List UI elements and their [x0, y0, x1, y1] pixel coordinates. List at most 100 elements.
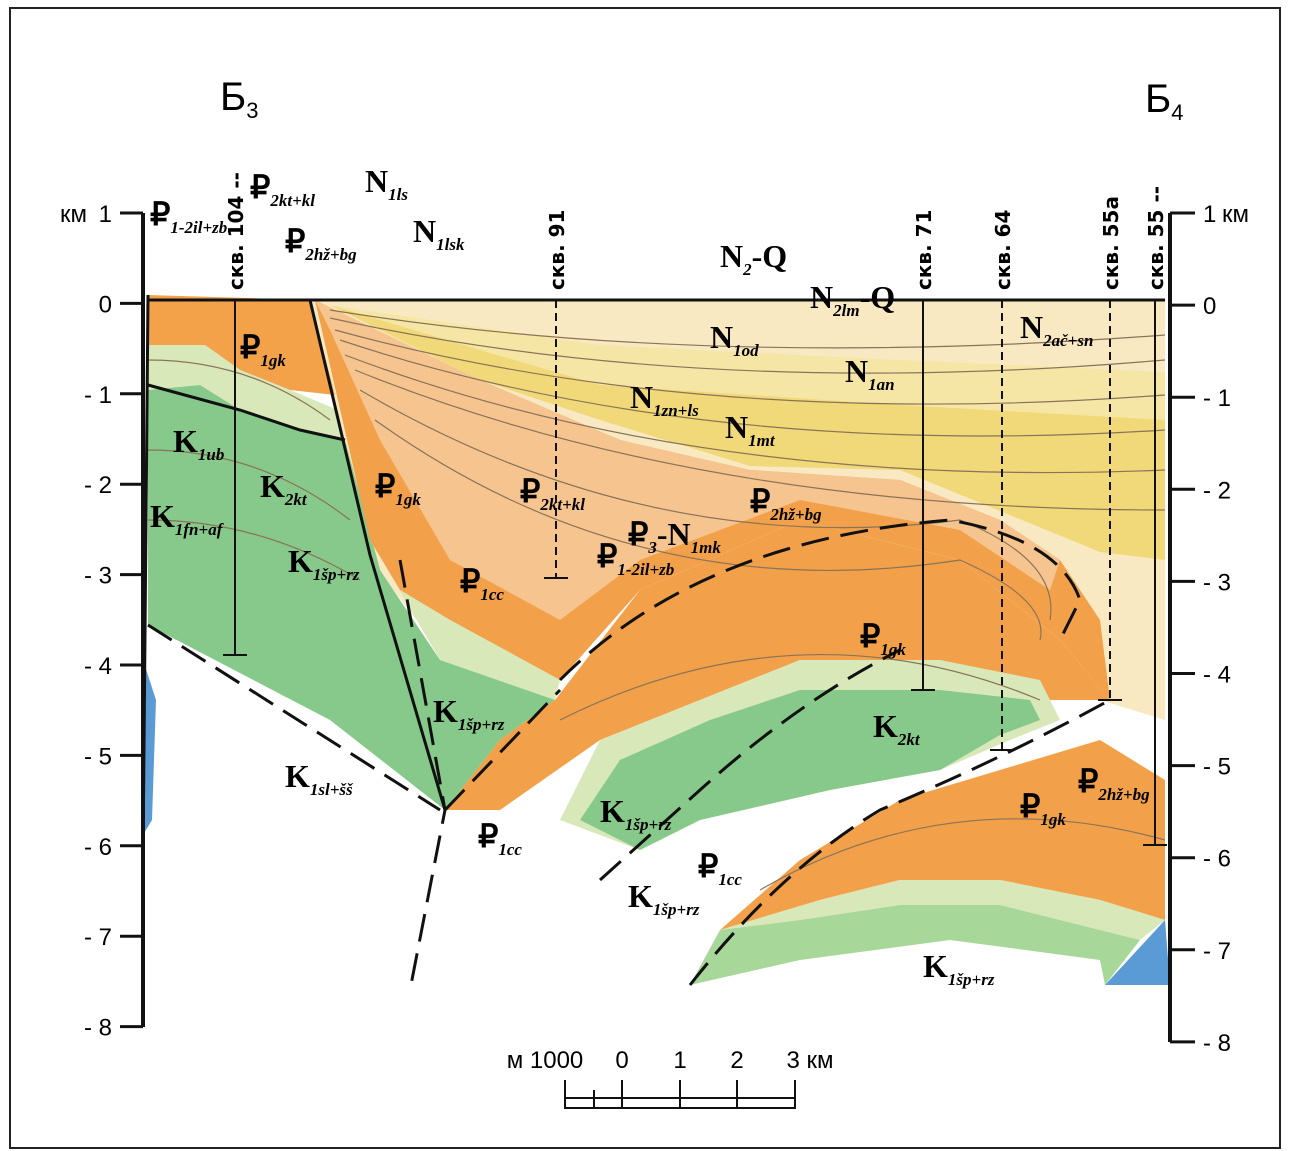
formation-symbol: ₽ [460, 563, 480, 599]
formation-index: 2kt+kl [269, 191, 315, 210]
formation-label: ₽2hž+bg [750, 483, 822, 524]
formation-label: ₽2kt+kl [520, 473, 585, 514]
formation-symbol: ₽ [478, 818, 498, 854]
formation-symbol: K [628, 878, 653, 914]
formation-label: N1an [845, 353, 895, 394]
formation-index: 1an [868, 375, 894, 394]
formation-index: 2kt [897, 730, 921, 749]
formation-index: 2lm [832, 301, 859, 320]
scale-label: 3 км [786, 1047, 833, 1074]
tick-label: 1 [99, 201, 112, 228]
well-label: скв. 64 [991, 210, 1015, 290]
section-ends: Б3 Б4 [220, 75, 1184, 125]
formation-index: 1cc [718, 870, 742, 889]
formation-label: K2kt [260, 468, 308, 509]
formation-index: 2hž+bg [304, 245, 357, 264]
formation-symbol: N [365, 163, 388, 199]
formation-symbol: ₽ [285, 223, 305, 259]
formation-symbol: ₽ [150, 196, 170, 232]
formation-label: ₽1gk [860, 618, 906, 659]
formation-symbol: ₽ [698, 848, 718, 884]
tick-label: - 2 [1203, 477, 1231, 504]
formation-symbol: N [725, 409, 748, 445]
formation-label: K1šp+rz [600, 793, 672, 834]
formation-symbol: N [1020, 309, 1043, 345]
formation-symbol: ₽ [1078, 763, 1098, 799]
formation-label: ₽1-2il+zb [597, 538, 674, 579]
formation-index: 1-2il+zb [170, 218, 227, 237]
formation-symbol: K [285, 758, 310, 794]
formation-index: 1cc [480, 585, 504, 604]
tick-label: - 2 [84, 472, 112, 499]
formation-symbol: N [710, 319, 733, 355]
formation-label: ₽1gk [1020, 788, 1066, 829]
formation-label: N1lsk [413, 213, 465, 254]
formation-symbol: K [173, 423, 198, 459]
tick-label: - 6 [1203, 846, 1231, 873]
tick-label: - 5 [84, 743, 112, 770]
formation-index: 1gk [395, 490, 421, 509]
formation-index: 1šp+rz [313, 565, 360, 584]
formation-label: K2kt [873, 708, 921, 749]
formation-label: K1šp+rz [433, 693, 505, 734]
formation-index: 2kt+kl [539, 495, 585, 514]
tick-label: 1 [1203, 201, 1216, 228]
section-index: 3 [246, 98, 258, 123]
wells: скв. 104 -- скв. 91 скв. 71 скв. 64 скв. 55а… [223, 172, 1168, 846]
formation-label: ₽1cc [698, 848, 742, 889]
contours [147, 309, 1166, 891]
formation-symbol: ₽ [240, 329, 260, 365]
formation-index: 1sl+šš [310, 780, 354, 799]
formation-index: 2ač+sn [1042, 331, 1093, 350]
formation-symbol: ₽ [750, 483, 770, 519]
formation-symbol: K [923, 948, 948, 984]
tick-label: - 1 [84, 382, 112, 409]
well-label: скв. 91 [545, 210, 569, 290]
formation-label: N2-Q [720, 238, 787, 279]
tick-label: - 7 [1203, 938, 1231, 965]
axis-unit: км [1222, 201, 1249, 228]
formation-index: 1mt [748, 431, 776, 450]
formation-index: 1gk [260, 351, 286, 370]
formation-label: ₽2hž+bg [285, 223, 357, 264]
well-label: скв. 104 -- [224, 172, 248, 290]
section-start: Б3 [220, 75, 259, 123]
formation-label: ₽2hž+bg [1078, 763, 1150, 804]
formation-label: ₽1gk [375, 468, 421, 509]
formation-symbol: N [845, 353, 868, 389]
formation-symbol: ₽ [375, 468, 395, 504]
formation-symbol: K [433, 693, 458, 729]
formation-index: 1od [733, 341, 759, 360]
formation-index: 2hž+bg [769, 505, 822, 524]
formation-symbol: ₽ [250, 169, 270, 205]
formation-symbol: N [720, 238, 743, 274]
formation-index: 1cc [498, 840, 522, 859]
formation-label: N2lm-Q [810, 279, 895, 320]
section-end: Б4 [1145, 77, 1184, 125]
formation-index: 1šp+rz [625, 815, 672, 834]
formation-index: 2hž+bg [1097, 785, 1150, 804]
formation-symbol: ₽ [1020, 788, 1040, 824]
axes: 10- 1- 2- 3- 4- 5- 6- 7- 8км 10- 1- 2- 3-… [60, 201, 1249, 1057]
formation-label: N2ač+sn [1020, 309, 1093, 350]
formation-symbol: ₽ [628, 516, 648, 552]
formation-label: ₽1cc [478, 818, 522, 859]
well-label: скв. 55 -- [1144, 186, 1168, 290]
formation-symbol: K [873, 708, 898, 744]
formation-index: 1šp+rz [458, 715, 505, 734]
formation-symbol: -Q [752, 238, 788, 274]
formation-index: 1-2il+zb [617, 560, 674, 579]
formation-label: N1ls [365, 163, 408, 204]
formation-symbol: -Q [860, 279, 896, 315]
formation-label: K1šp+rz [288, 543, 360, 584]
formation-index: 2 [742, 260, 752, 279]
formation-label: K1fn+af [150, 498, 225, 539]
formation-label: ₽1cc [460, 563, 504, 604]
tick-label: - 8 [1203, 1030, 1231, 1057]
well-label: скв. 55а [1099, 196, 1123, 290]
formation-label: ₽3-N1mk [628, 516, 721, 557]
formation-symbol: K [150, 498, 175, 534]
scale-label: 1 [673, 1047, 686, 1074]
